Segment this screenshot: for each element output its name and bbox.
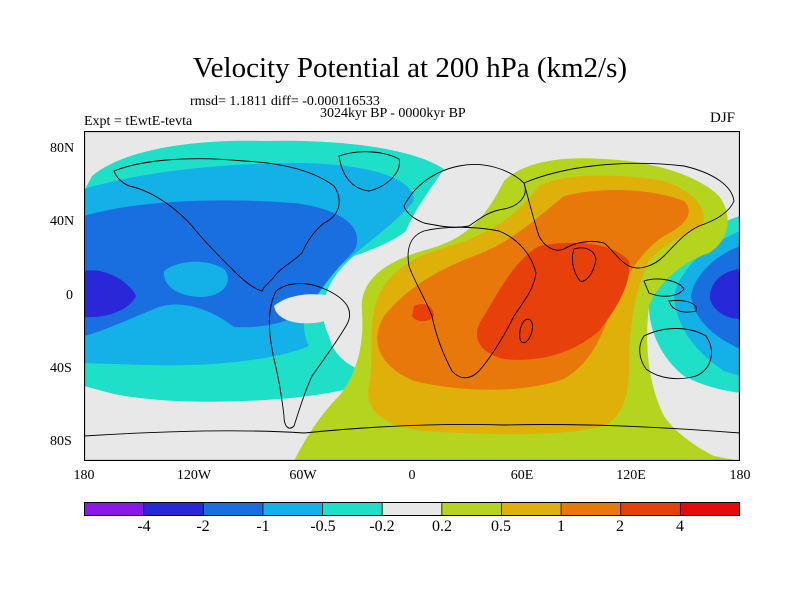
north-america-coast [113,158,340,292]
colorbar-label: 0.5 [491,518,511,535]
africa-coast [407,226,537,379]
map-frame [84,131,740,461]
colorbar-label: 0.2 [432,518,452,535]
lat-label-0: 0 [66,288,73,303]
greenland-coast [338,151,400,192]
colorbar-swatch [262,502,324,516]
lat-label-40n: 40N [50,214,75,229]
period-line: 3024kyr BP - 0000kyr BP [320,106,466,121]
lon-label-120w: 120W [176,468,212,483]
colorbar-swatch [202,502,264,516]
colorbar-label: -0.5 [310,518,336,535]
colorbar [84,502,740,516]
neutral-pocket-atlantic [274,294,343,324]
coastlines [84,151,740,437]
stats-line: rmsd= 1.1811 diff= -0.000116533 [190,94,380,109]
colorbar-label: -1 [256,518,270,535]
lat-label-80s: 80S [50,434,72,449]
colorbar-swatch [84,502,145,516]
map-title: Velocity Potential at 200 hPa (km2/s) [192,52,628,84]
lon-label-60w: 60W [289,468,317,483]
experiment-label: Expt = tEwtE-tevta [84,114,193,129]
colorbar-swatch [560,502,622,516]
colorbar-swatch [322,502,384,516]
colorbar-swatch [620,502,682,516]
lon-label-0: 0 [408,468,416,483]
colorbar-label: 2 [616,518,624,535]
india-coast [571,247,597,282]
velocity-potential-map [84,131,740,461]
colorbar-label: -2 [196,518,210,535]
lon-label-120e: 120E [616,468,646,483]
season-label: DJF [710,110,736,126]
europe-coast [403,164,526,228]
colorbar-swatch [381,502,443,516]
colorbar-label: 4 [676,518,684,535]
colorbar-label: -0.2 [369,518,395,535]
negative-region-core-west [84,270,136,318]
lon-label-180w: 180 [73,468,95,483]
colorbar-swatch [679,502,740,516]
colorbar-swatch [441,502,503,516]
positive-region-core [476,242,630,360]
lat-label-40s: 40S [50,361,72,376]
australia-coast [639,328,712,380]
lat-label-80n: 80N [50,141,75,156]
lon-label-180e: 180 [729,468,751,483]
lon-label-60e: 60E [510,468,534,483]
asia-coast [523,162,735,269]
colorbar-swatch [501,502,562,516]
colorbar-label: 1 [557,518,565,535]
colorbar-frame [84,502,740,516]
colorbar-label: -4 [137,518,151,535]
madagascar-coast [519,318,533,344]
south-america-coast [268,283,350,429]
colorbar-swatch [143,502,205,516]
antarctica-coast [84,424,740,437]
negative-region-cyan-blob [163,261,228,297]
pacific-negative-core [709,269,740,319]
maritime-continent-coast [643,278,697,313]
